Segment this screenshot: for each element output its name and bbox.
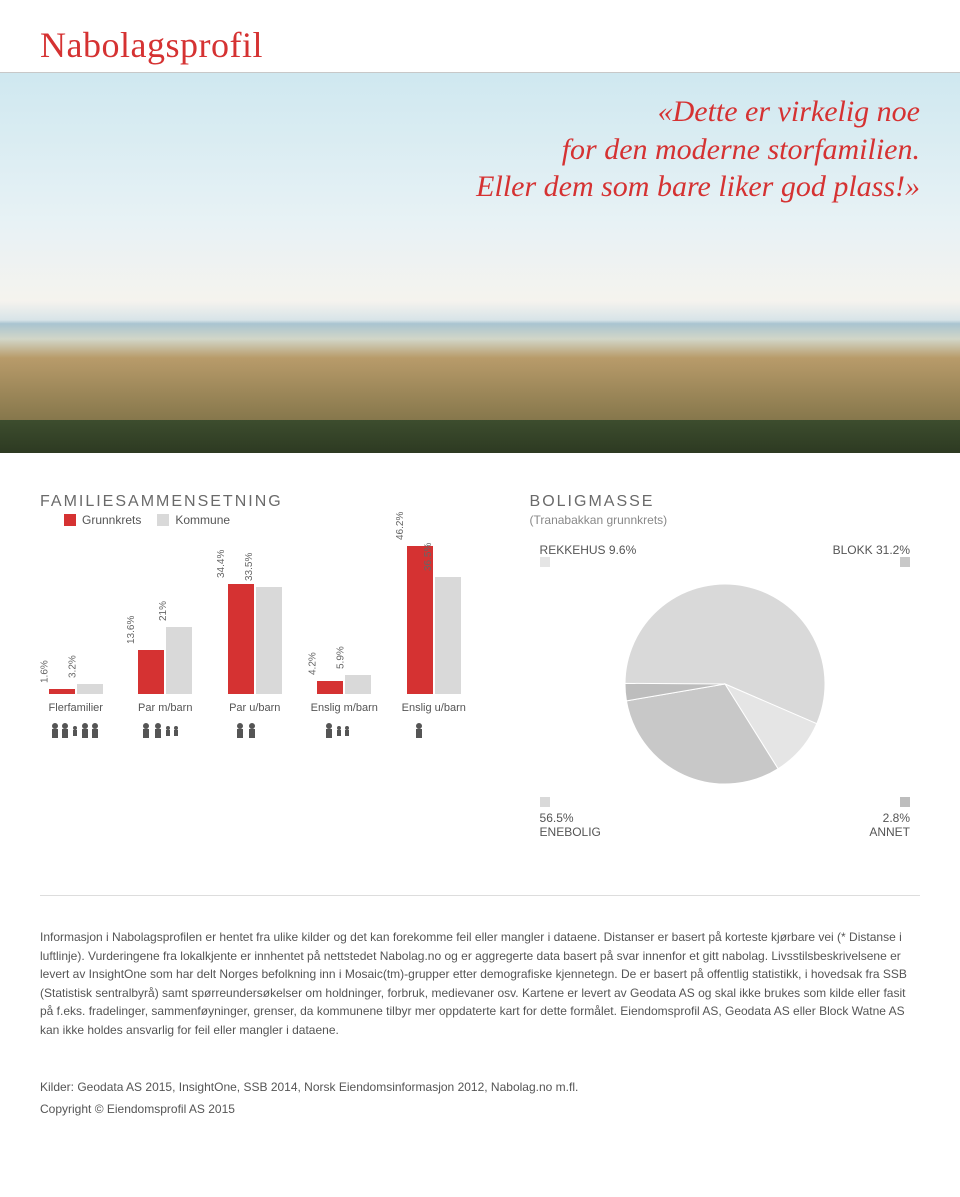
pie-label-blokk: BLOKK 31.2% — [833, 543, 910, 571]
bar-value-label: 21% — [158, 601, 169, 621]
bar-grunnkrets: 34.4% — [228, 584, 254, 694]
par-m-barn-icon — [138, 720, 192, 745]
legend-item: Kommune — [157, 513, 230, 527]
sources-text: Kilder: Geodata AS 2015, InsightOne, SSB… — [0, 1064, 960, 1102]
quote-line-3: Eller dem som bare liker god plass!» — [476, 168, 920, 206]
bar-category-label: Par u/barn — [229, 702, 280, 714]
bar-chart-panel: FAMILIESAMMENSETNING Grunnkrets Kommune 1… — [40, 493, 470, 839]
bar-kommune: 3.2% — [77, 684, 103, 694]
bar-group: 1.6%3.2%Flerfamilier — [40, 534, 112, 745]
page-title: Nabolagsprofil — [0, 0, 960, 72]
pie-label-rekkehus: REKKEHUS 9.6% — [540, 543, 637, 571]
bar-value-label: 4.2% — [308, 652, 319, 675]
bar-group: 34.4%33.5%Par u/barn — [219, 534, 291, 745]
bar-value-label: 36.5% — [423, 543, 434, 571]
bar-category-label: Enslig m/barn — [311, 702, 378, 714]
bar-value-label: 13.6% — [126, 616, 137, 644]
legend-label: Grunnkrets — [82, 513, 141, 527]
pie-chart-panel: BOLIGMASSE (Tranabakkan grunnkrets) REKK… — [530, 493, 920, 839]
bar-value-label: 33.5% — [244, 552, 255, 580]
enslig-u-barn-icon — [407, 720, 461, 745]
bar-value-label: 34.4% — [216, 550, 227, 578]
section-divider — [40, 895, 920, 896]
bar-category-label: Par m/barn — [138, 702, 192, 714]
bar-group: 13.6%21%Par m/barn — [130, 534, 202, 745]
bar-grunnkrets: 4.2% — [317, 681, 343, 694]
copyright-text: Copyright © Eiendomsprofil AS 2015 — [0, 1102, 960, 1156]
bar-grunnkrets: 13.6% — [138, 650, 164, 694]
bar-value-label: 1.6% — [39, 660, 50, 683]
bar-chart-title: FAMILIESAMMENSETNING — [40, 493, 283, 511]
bar-kommune: 33.5% — [256, 587, 282, 694]
bar-category-label: Flerfamilier — [49, 702, 103, 714]
legend-swatch — [64, 514, 76, 526]
legend-item: Grunnkrets — [64, 513, 141, 527]
flerfamilier-icon — [49, 720, 103, 745]
bar-group: 46.2%36.5%Enslig u/barn — [398, 534, 470, 745]
quote-line-1: «Dette er virkelig noe — [476, 93, 920, 131]
disclaimer-text: Informasjon i Nabolagsprofilen er hentet… — [0, 928, 960, 1064]
hero-quote: «Dette er virkelig noe for den moderne s… — [476, 93, 920, 206]
legend-swatch — [157, 514, 169, 526]
par-u-barn-icon — [228, 720, 282, 745]
bar-chart-legend: Grunnkrets Kommune — [64, 513, 230, 527]
bar-value-label: 3.2% — [67, 655, 78, 678]
bar-chart: 1.6%3.2%Flerfamilier13.6%21%Par m/barn34… — [40, 545, 470, 745]
pie-label-enebolig: 56.5% ENEBOLIG — [540, 797, 601, 839]
bar-value-label: 46.2% — [395, 512, 406, 540]
pie-chart-subtitle: (Tranabakkan grunnkrets) — [530, 513, 920, 527]
bar-grunnkrets: 1.6% — [49, 689, 75, 694]
bar-group: 4.2%5.9%Enslig m/barn — [309, 534, 381, 745]
quote-line-2: for den moderne storfamilien. — [476, 131, 920, 169]
bar-kommune: 21% — [166, 627, 192, 694]
bar-category-label: Enslig u/barn — [402, 702, 466, 714]
bar-value-label: 5.9% — [336, 646, 347, 669]
bar-kommune: 5.9% — [345, 675, 371, 694]
legend-label: Kommune — [175, 513, 230, 527]
enslig-m-barn-icon — [317, 720, 371, 745]
pie-label-annet: 2.8% ANNET — [869, 797, 910, 839]
hero-image: «Dette er virkelig noe for den moderne s… — [0, 73, 960, 453]
bar-kommune: 36.5% — [435, 577, 461, 694]
pie-chart — [565, 579, 885, 789]
pie-chart-title: BOLIGMASSE — [530, 493, 655, 511]
